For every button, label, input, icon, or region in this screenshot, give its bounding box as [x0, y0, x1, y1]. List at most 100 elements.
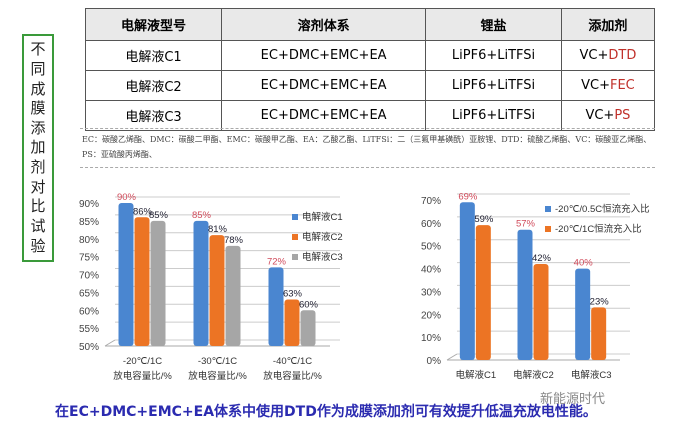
header-model: 电解液型号	[85, 8, 222, 41]
x-tick-label: -30℃/1C	[198, 356, 237, 367]
data-label: 40%	[574, 258, 594, 269]
watermark: 新能源时代	[540, 392, 606, 407]
x-tick-label: 放电容量比/%	[113, 370, 172, 382]
side-char: 对	[30, 177, 46, 196]
bar	[517, 229, 533, 360]
table-cell-additive: VC+FEC	[560, 70, 656, 101]
side-char: 试	[30, 216, 46, 235]
y-tick-label: 55%	[79, 324, 99, 335]
y-tick-label: 65%	[79, 288, 99, 299]
legend-label: 电解液C3	[302, 251, 343, 263]
side-char: 加	[30, 138, 46, 157]
side-char: 不	[30, 40, 46, 59]
x-tick-label: 电解液C2	[513, 369, 554, 381]
data-label: 63%	[283, 289, 303, 300]
abbreviation-note: EC：碳酸乙烯酯、DMC：碳酸二甲酯、EMC：碳酸甲乙酯、EA：乙酸乙酯、LiT…	[80, 128, 655, 168]
additive-key: FEC	[609, 78, 635, 93]
table-cell-additive: VC+DTD	[560, 40, 656, 71]
side-char: 膜	[30, 99, 46, 118]
side-char: 比	[30, 197, 46, 216]
x-tick-label: -20℃/1C	[123, 356, 162, 367]
table-row: 电解液C2 EC+DMC+EMC+EA LiPF6+LiTFSi VC+FEC	[85, 70, 656, 101]
x-tick-label: 电解液C1	[456, 369, 497, 381]
y-tick-label: 30%	[421, 287, 441, 298]
table-cell: 电解液C1	[85, 40, 222, 71]
table-cell: EC+DMC+EMC+EA	[220, 100, 427, 131]
data-label: 57%	[516, 219, 536, 230]
header-solvent: 溶剂体系	[220, 8, 427, 41]
y-tick-label: 50%	[421, 242, 441, 253]
additive-key: PS	[614, 108, 631, 123]
x-tick-label: 放电容量比/%	[263, 370, 322, 382]
table-cell-additive: VC+PS	[560, 100, 656, 131]
table-row: 电解液C3 EC+DMC+EMC+EA LiPF6+LiTFSi VC+PS	[85, 100, 656, 131]
bar	[150, 220, 166, 346]
additive-base: VC+	[579, 48, 609, 63]
legend-swatch	[545, 226, 551, 232]
table-cell: EC+DMC+EMC+EA	[220, 40, 427, 71]
additive-key: DTD	[608, 48, 637, 63]
y-tick-label: 90%	[79, 199, 99, 210]
data-label: 90%	[117, 192, 137, 203]
y-tick-label: 70%	[421, 196, 441, 207]
caption: 在EC+DMC+EMC+EA体系中使用DTD作为成膜添加剂可有效提升低温充放电性…	[55, 404, 597, 420]
legend-swatch	[545, 206, 551, 212]
data-label: 72%	[267, 256, 287, 267]
side-char: 同	[30, 59, 46, 78]
side-char: 成	[30, 79, 46, 98]
header-additive: 添加剂	[560, 8, 656, 41]
bar	[300, 310, 316, 346]
y-tick-label: 60%	[79, 306, 99, 317]
y-tick-label: 85%	[79, 217, 99, 228]
data-label: 42%	[532, 253, 552, 264]
legend-swatch	[292, 234, 298, 240]
bar	[268, 267, 284, 346]
x-tick-label: -40℃/1C	[273, 356, 312, 367]
y-tick-label: 50%	[79, 342, 99, 353]
axis	[446, 353, 458, 361]
header-salt: 锂盐	[425, 8, 562, 41]
y-tick-label: 10%	[421, 333, 441, 344]
side-label: 不同成膜添加剂对比试验	[22, 34, 54, 262]
legend-label: -20℃/0.5C恒流充入比	[555, 203, 650, 215]
bar	[193, 220, 209, 346]
data-label: 23%	[590, 296, 610, 307]
data-label: 78%	[224, 235, 244, 246]
bar	[118, 203, 134, 346]
y-tick-label: 0%	[427, 356, 442, 367]
y-tick-label: 20%	[421, 310, 441, 321]
additive-base: VC+	[585, 108, 615, 123]
legend-swatch	[292, 214, 298, 220]
legend-label: -20℃/1C恒流充入比	[555, 223, 642, 235]
table-cell: 电解液C3	[85, 100, 222, 131]
table-cell: LiPF6+LiTFSi	[425, 100, 562, 131]
data-label: 60%	[299, 299, 319, 310]
x-tick-label: 电解液C3	[571, 369, 612, 381]
y-tick-label: 80%	[79, 235, 99, 246]
data-label: 86%	[133, 206, 153, 217]
table-cell: 电解液C2	[85, 70, 222, 101]
x-tick-label: 放电容量比/%	[188, 370, 247, 382]
electrolyte-table: 电解液型号 溶剂体系 锂盐 添加剂 电解液C1 EC+DMC+EMC+EA LiPF…	[85, 8, 656, 131]
bar	[591, 307, 607, 360]
data-label: 85%	[149, 210, 169, 221]
y-tick-label: 60%	[421, 219, 441, 230]
table-row: 电解液C1 EC+DMC+EMC+EA LiPF6+LiTFSi VC+DTD	[85, 40, 656, 71]
bar	[459, 202, 475, 360]
legend-label: 电解液C2	[302, 231, 343, 243]
bar	[533, 264, 549, 360]
table-cell: LiPF6+LiTFSi	[425, 70, 562, 101]
y-tick-label: 70%	[79, 271, 99, 282]
table-cell: EC+DMC+EMC+EA	[220, 70, 427, 101]
legend-label: 电解液C1	[302, 211, 343, 223]
bar	[575, 268, 591, 360]
bar	[284, 299, 300, 346]
data-label: 59%	[474, 214, 494, 225]
bar	[225, 245, 241, 346]
y-tick-label: 40%	[421, 265, 441, 276]
bar	[134, 217, 150, 346]
chart-discharge: 50%55%60%65%70%75%80%85%90%90%86%85%-20℃…	[79, 192, 343, 382]
side-char: 剂	[30, 158, 46, 177]
chart-charge: 0% 10% 20% 30% 40% 50% 60% 70% 69% 59% 电解液C1 57% 42%…	[421, 191, 650, 381]
data-label: 69%	[458, 191, 478, 202]
